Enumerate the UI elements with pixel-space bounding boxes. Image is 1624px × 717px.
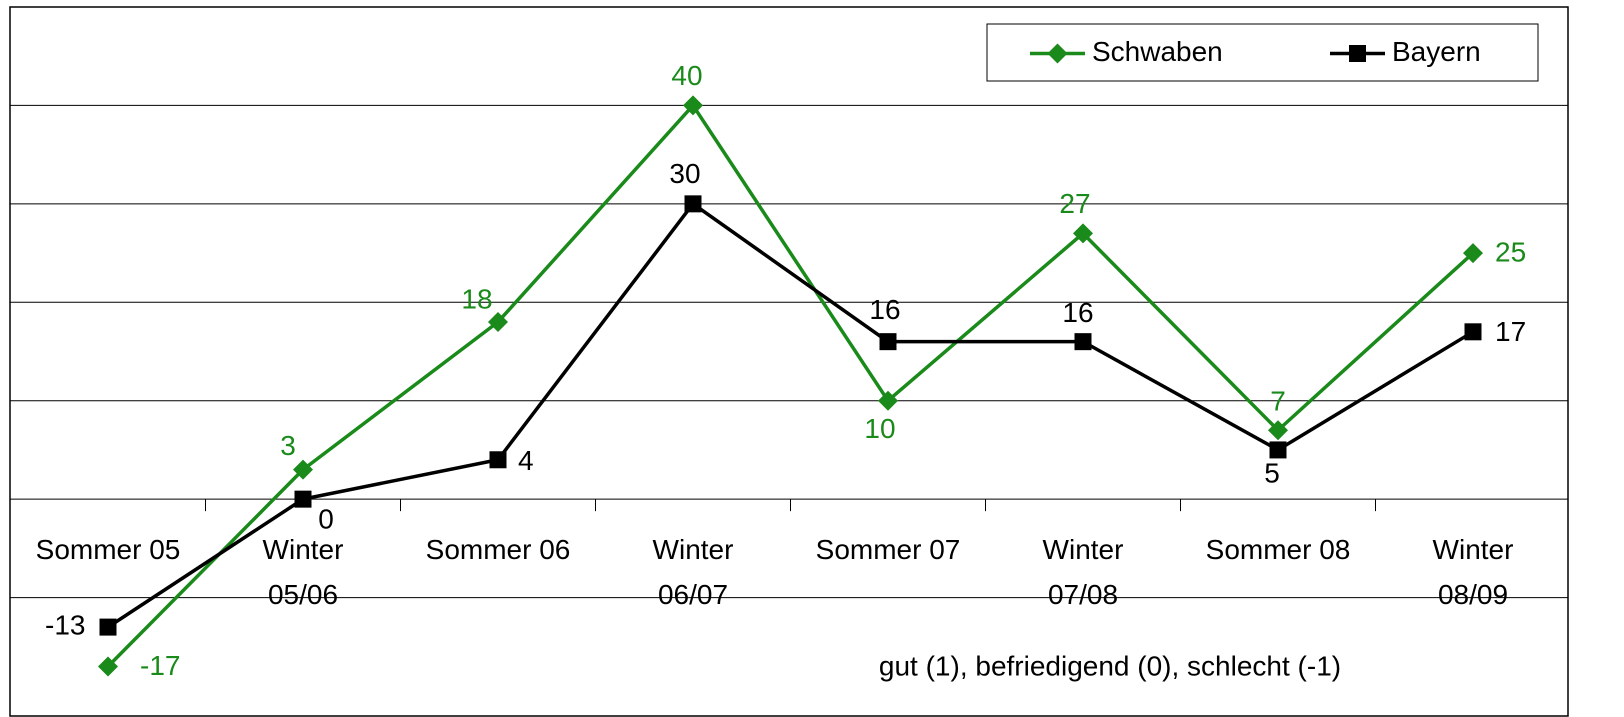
marker — [1074, 333, 1092, 351]
data-label: 16 — [1062, 297, 1093, 328]
series-line — [107, 202, 1474, 629]
data-label: 4 — [518, 445, 534, 476]
data-label: 3 — [280, 430, 296, 461]
x-tick-label: Sommer 06 — [426, 534, 571, 565]
data-label: 25 — [1495, 236, 1526, 267]
marker — [293, 459, 313, 480]
marker — [1464, 323, 1482, 341]
legend-marker — [1047, 43, 1068, 64]
legend-label: Bayern — [1392, 36, 1481, 67]
marker — [1463, 243, 1483, 264]
x-tick-label: Winter 06/07 — [653, 534, 734, 610]
legend-label: Schwaben — [1092, 36, 1223, 67]
marker — [294, 490, 312, 508]
x-tick-label: Winter 08/09 — [1433, 534, 1514, 610]
annotation: gut (1), befriedigend (0), schlecht (-1) — [879, 650, 1341, 681]
marker — [683, 95, 703, 116]
legend-marker — [1349, 45, 1366, 62]
marker — [879, 333, 897, 351]
marker — [99, 618, 117, 636]
marker — [1073, 223, 1093, 244]
marker — [98, 656, 118, 677]
data-label: 0 — [318, 504, 334, 535]
data-label: 17 — [1495, 316, 1526, 347]
data-label: 30 — [669, 158, 700, 189]
x-tick-label: Winter 07/08 — [1043, 534, 1124, 610]
marker — [878, 390, 898, 411]
marker — [489, 451, 507, 469]
x-tick-label: Sommer 05 — [36, 534, 181, 565]
series-line — [106, 103, 1475, 668]
plot-frame — [9, 6, 1569, 717]
marker — [684, 195, 702, 213]
data-label: 7 — [1270, 386, 1286, 417]
marker — [488, 311, 508, 332]
data-label: 5 — [1264, 457, 1280, 488]
marker — [1269, 441, 1287, 459]
x-tick-label: Winter 05/06 — [263, 534, 344, 610]
marker — [1268, 420, 1288, 441]
data-label: 10 — [864, 413, 895, 444]
data-label: 16 — [869, 294, 900, 325]
data-label: 27 — [1059, 188, 1090, 219]
x-tick-label: Sommer 07 — [816, 534, 961, 565]
data-label: 40 — [671, 60, 702, 91]
data-label: -13 — [45, 609, 85, 640]
x-tick-label: Sommer 08 — [1206, 534, 1351, 565]
data-label: 18 — [461, 283, 492, 314]
data-label: -17 — [140, 650, 180, 681]
